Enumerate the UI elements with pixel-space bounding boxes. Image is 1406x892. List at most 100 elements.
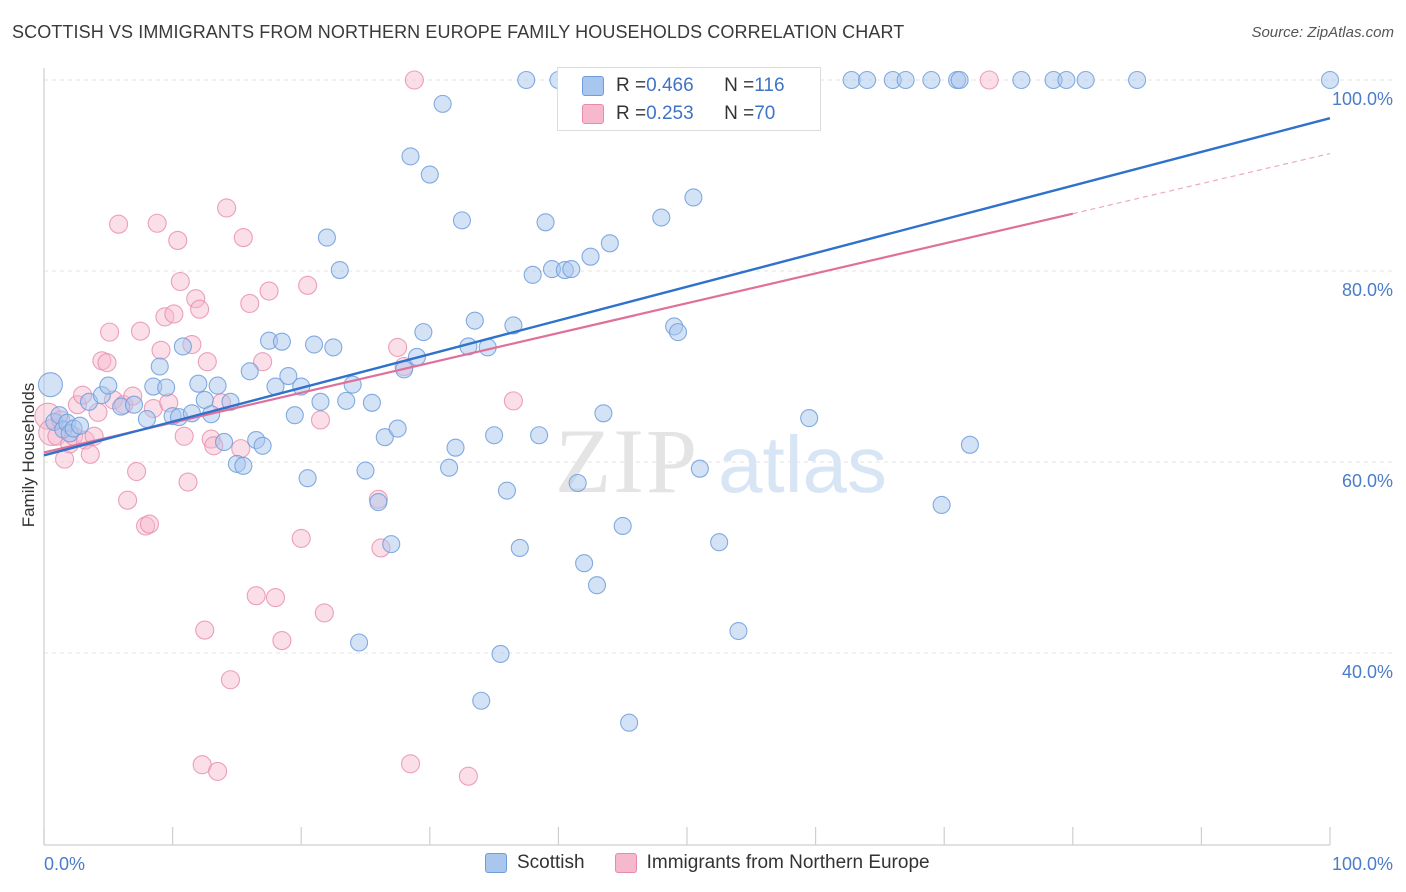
point-scottish: [1076, 70, 1095, 90]
point-scottish: [710, 533, 729, 552]
point-scottish: [189, 374, 208, 393]
point-scottish: [324, 338, 343, 357]
point-scottish: [668, 323, 688, 342]
point-scottish: [842, 70, 861, 90]
legend-bottom: Scottish Immigrants from Northern Europe: [485, 852, 960, 874]
source-label: Source: ZipAtlas.com: [1251, 24, 1394, 41]
point-immigrants: [164, 304, 184, 324]
point-scottish: [214, 432, 234, 451]
point-scottish: [960, 435, 979, 454]
point-scottish: [562, 260, 581, 279]
legend-stats: R = 0.466 N = 116 R = 0.253 N = 70: [557, 67, 821, 131]
point-scottish: [1128, 70, 1147, 90]
point-scottish: [652, 208, 671, 227]
point-scottish: [337, 391, 356, 410]
r-label: R =: [616, 103, 647, 124]
point-scottish: [452, 211, 472, 230]
legend-swatch-immigrants: [614, 853, 637, 873]
point-immigrants: [400, 754, 421, 774]
point-immigrants: [265, 588, 286, 608]
y-axis-label: Family Households: [19, 383, 38, 528]
point-immigrants: [127, 461, 147, 482]
point-scottish: [150, 357, 169, 376]
point-scottish: [575, 554, 594, 573]
point-scottish: [362, 393, 381, 412]
x-tick-label: 100.0%: [1332, 854, 1393, 874]
point-immigrants: [298, 275, 318, 295]
point-scottish: [240, 362, 259, 381]
point-scottish: [504, 316, 523, 335]
point-scottish: [234, 456, 253, 475]
point-scottish: [253, 436, 272, 455]
point-scottish: [620, 713, 639, 732]
point-scottish: [613, 516, 632, 536]
point-immigrants: [186, 289, 206, 309]
point-immigrants: [404, 70, 424, 90]
point-immigrants: [979, 70, 999, 90]
point-immigrants: [168, 230, 188, 250]
point-scottish: [523, 265, 542, 284]
point-scottish: [298, 469, 317, 488]
point-immigrants: [100, 322, 120, 342]
point-scottish: [70, 416, 90, 435]
legend-swatch-scottish: [485, 853, 507, 873]
legend-label-immigrants: Immigrants from Northern Europe: [646, 852, 930, 873]
trend-lines: [43, 117, 1331, 457]
y-tick-label: 80.0%: [1342, 280, 1393, 300]
point-scottish: [420, 165, 439, 184]
n-label: N =: [724, 75, 755, 96]
point-immigrants: [253, 352, 273, 372]
legend-swatch-scottish: [582, 76, 604, 96]
point-immigrants: [233, 228, 253, 248]
point-immigrants: [147, 213, 167, 233]
legend-label-scottish: Scottish: [517, 852, 585, 873]
point-immigrants: [118, 490, 138, 510]
point-scottish: [510, 538, 529, 558]
point-scottish: [330, 260, 349, 280]
x-tick-label: 0.0%: [44, 854, 85, 874]
point-scottish: [440, 458, 459, 477]
y-tick-label: 100.0%: [1332, 89, 1393, 109]
point-scottish: [272, 332, 291, 351]
point-scottish: [1320, 70, 1340, 90]
watermark-zip: ZIP: [555, 410, 699, 512]
watermark: ZIP atlas: [555, 410, 887, 512]
point-scottish: [517, 70, 536, 90]
y-tick-label: 60.0%: [1342, 471, 1393, 491]
point-scottish: [587, 576, 607, 595]
point-immigrants: [220, 670, 241, 690]
y-tick-label: 40.0%: [1342, 662, 1393, 682]
point-scottish: [414, 323, 433, 342]
point-immigrants: [388, 337, 408, 357]
point-immigrants: [259, 281, 279, 301]
point-scottish: [99, 376, 118, 395]
point-scottish: [800, 409, 819, 428]
point-scottish: [137, 409, 156, 429]
point-immigrants: [310, 410, 331, 430]
point-immigrants: [197, 352, 217, 372]
point-scottish: [37, 372, 63, 398]
point-scottish: [311, 392, 330, 411]
point-immigrants: [174, 426, 194, 446]
point-scottish: [350, 633, 369, 652]
axes: [43, 68, 1331, 846]
point-scottish: [491, 644, 510, 664]
point-scottish: [388, 419, 407, 438]
legend-row-scottish: R = 0.466 N = 116: [582, 73, 785, 99]
point-scottish: [305, 335, 324, 354]
point-immigrants: [246, 586, 266, 606]
point-immigrants: [109, 214, 129, 234]
point-immigrants: [217, 198, 237, 218]
point-scottish: [465, 311, 484, 330]
legend-item-immigrants: Immigrants from Northern Europe: [614, 852, 930, 874]
point-immigrants: [80, 444, 100, 464]
legend-swatch-immigrants: [582, 104, 604, 124]
legend-item-scottish: Scottish: [485, 852, 585, 874]
point-immigrants: [503, 391, 523, 411]
legend-row-immigrants: R = 0.253 N = 70: [582, 101, 775, 127]
series-scottish-points: [37, 70, 1340, 732]
x-tick-labels: 0.0% 100.0%: [44, 854, 1393, 874]
point-scottish: [497, 481, 517, 500]
trend-line-immigrants: [43, 212, 1074, 454]
point-scottish: [279, 366, 298, 386]
